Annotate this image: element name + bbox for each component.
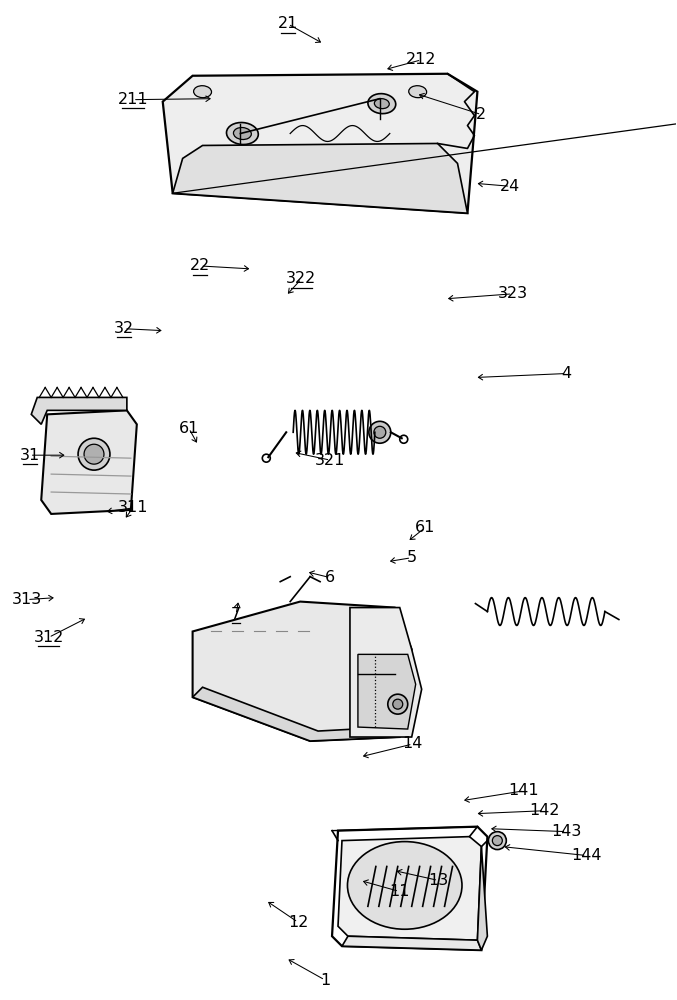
- Text: 5: 5: [406, 550, 416, 565]
- Text: 2: 2: [477, 107, 487, 122]
- Text: 1: 1: [320, 973, 330, 988]
- Ellipse shape: [368, 94, 396, 114]
- Text: 142: 142: [529, 803, 559, 818]
- Ellipse shape: [78, 438, 110, 470]
- Ellipse shape: [227, 123, 259, 145]
- Circle shape: [488, 832, 506, 850]
- Ellipse shape: [409, 86, 427, 98]
- Text: 14: 14: [403, 736, 423, 751]
- Ellipse shape: [369, 421, 391, 443]
- Polygon shape: [477, 847, 487, 950]
- Text: 32: 32: [114, 321, 134, 336]
- Ellipse shape: [374, 99, 389, 109]
- Text: 144: 144: [571, 848, 602, 863]
- Text: 322: 322: [286, 271, 317, 286]
- Polygon shape: [358, 654, 416, 729]
- Polygon shape: [342, 936, 481, 950]
- Text: 7: 7: [231, 607, 241, 622]
- Text: 11: 11: [389, 884, 410, 899]
- Text: 22: 22: [190, 258, 211, 273]
- Text: 141: 141: [508, 783, 539, 798]
- Text: 143: 143: [551, 824, 582, 839]
- Polygon shape: [41, 410, 137, 514]
- Ellipse shape: [347, 842, 462, 929]
- Circle shape: [492, 836, 502, 846]
- Polygon shape: [350, 608, 422, 737]
- Text: 321: 321: [315, 453, 345, 468]
- Text: 323: 323: [498, 286, 527, 301]
- Polygon shape: [173, 143, 468, 213]
- Text: 61: 61: [179, 421, 199, 436]
- Text: 31: 31: [20, 448, 40, 463]
- Polygon shape: [31, 397, 127, 424]
- Text: 311: 311: [118, 500, 148, 515]
- Text: 312: 312: [33, 630, 64, 645]
- Text: 13: 13: [428, 873, 448, 888]
- Ellipse shape: [388, 694, 408, 714]
- Text: 6: 6: [326, 570, 336, 585]
- Text: 212: 212: [406, 52, 437, 67]
- Polygon shape: [192, 602, 412, 741]
- Text: 211: 211: [118, 92, 148, 107]
- Text: 21: 21: [278, 16, 298, 31]
- Polygon shape: [338, 837, 481, 940]
- Ellipse shape: [84, 444, 104, 464]
- Ellipse shape: [194, 86, 211, 98]
- Ellipse shape: [374, 426, 386, 438]
- Text: 313: 313: [12, 592, 42, 607]
- Text: 12: 12: [288, 915, 308, 930]
- Polygon shape: [192, 687, 399, 741]
- Polygon shape: [162, 74, 477, 213]
- Ellipse shape: [234, 128, 251, 140]
- Text: 24: 24: [500, 179, 521, 194]
- Text: 61: 61: [414, 520, 435, 535]
- Ellipse shape: [393, 699, 403, 709]
- Text: 4: 4: [561, 366, 571, 381]
